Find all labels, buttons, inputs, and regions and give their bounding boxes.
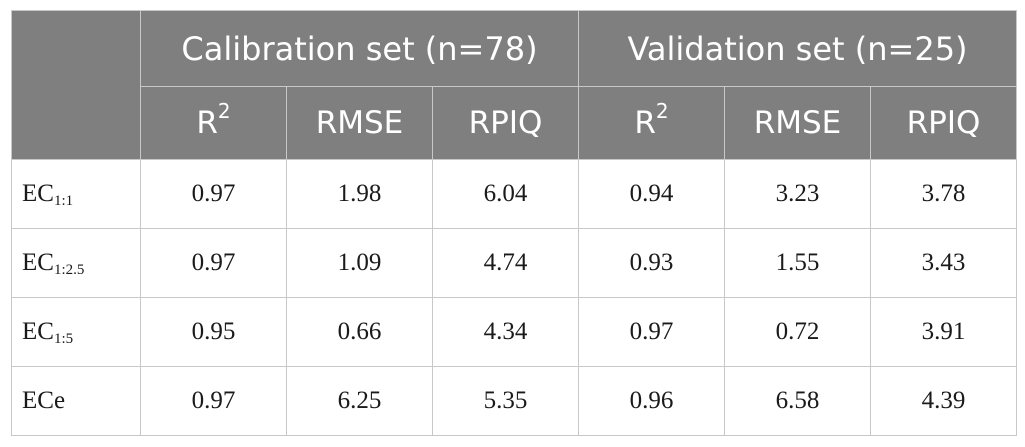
table-cell: 1.55 [724,228,871,298]
table-cell: 1.98 [286,159,433,229]
table-row: ECe 0.97 6.25 5.35 0.96 6.58 4.39 [11,366,1018,436]
table-cell: 0.97 [140,366,287,436]
table-cell: 4.34 [432,297,579,367]
header-row-groups: Calibration set (n=78) Validation set (n… [11,10,1018,160]
results-table: Calibration set (n=78) Validation set (n… [11,10,1018,436]
col-header-val-rpiq: RPIQ [869,86,1018,160]
table-row: EC1:1 0.97 1.98 6.04 0.94 3.23 3.78 [11,159,1018,229]
header-row-metrics: R2 RMSE RPIQ R2 RMSE RPIQ [12,86,1018,160]
table-cell: 6.25 [286,366,433,436]
table-cell: 0.97 [140,159,287,229]
table-cell: 3.43 [869,228,1018,298]
table-cell: 6.04 [432,159,579,229]
table-cell: 4.39 [869,366,1018,436]
row-label: EC1:1 [11,159,141,229]
table-cell: 0.93 [578,228,725,298]
table-cell: 3.78 [869,159,1018,229]
table-cell: 0.97 [578,297,725,367]
table-cell: 0.97 [140,228,287,298]
table-row: EC1:5 0.95 0.66 4.34 0.97 0.72 3.91 [11,297,1018,367]
row-label: EC1:5 [11,297,141,367]
table-cell: 3.23 [724,159,871,229]
table-cell: 0.94 [578,159,725,229]
table-row: EC1:2.5 0.97 1.09 4.74 0.93 1.55 3.43 [11,228,1018,298]
col-header-cal-rmse: RMSE [286,86,433,160]
table-cell: 0.66 [286,297,433,367]
table-cell: 0.72 [724,297,871,367]
table-cell: 1.09 [286,228,433,298]
table-cell: 6.58 [724,366,871,436]
table-cell: 3.91 [869,297,1018,367]
col-header-val-rmse: RMSE [724,86,871,160]
table-cell: 0.95 [140,297,287,367]
row-label: EC1:2.5 [11,228,141,298]
table-cell: 4.74 [432,228,579,298]
col-header-cal-rpiq: RPIQ [432,86,579,160]
table-cell: 5.35 [432,366,579,436]
calibration-set-header: Calibration set (n=78) [140,10,579,87]
validation-set-header: Validation set (n=25) [577,10,1018,87]
col-header-cal-r2: R2 [140,86,287,160]
corner-cell [11,10,141,160]
col-header-val-r2: R2 [578,86,725,160]
table-cell: 0.96 [578,366,725,436]
row-label: ECe [11,366,141,436]
